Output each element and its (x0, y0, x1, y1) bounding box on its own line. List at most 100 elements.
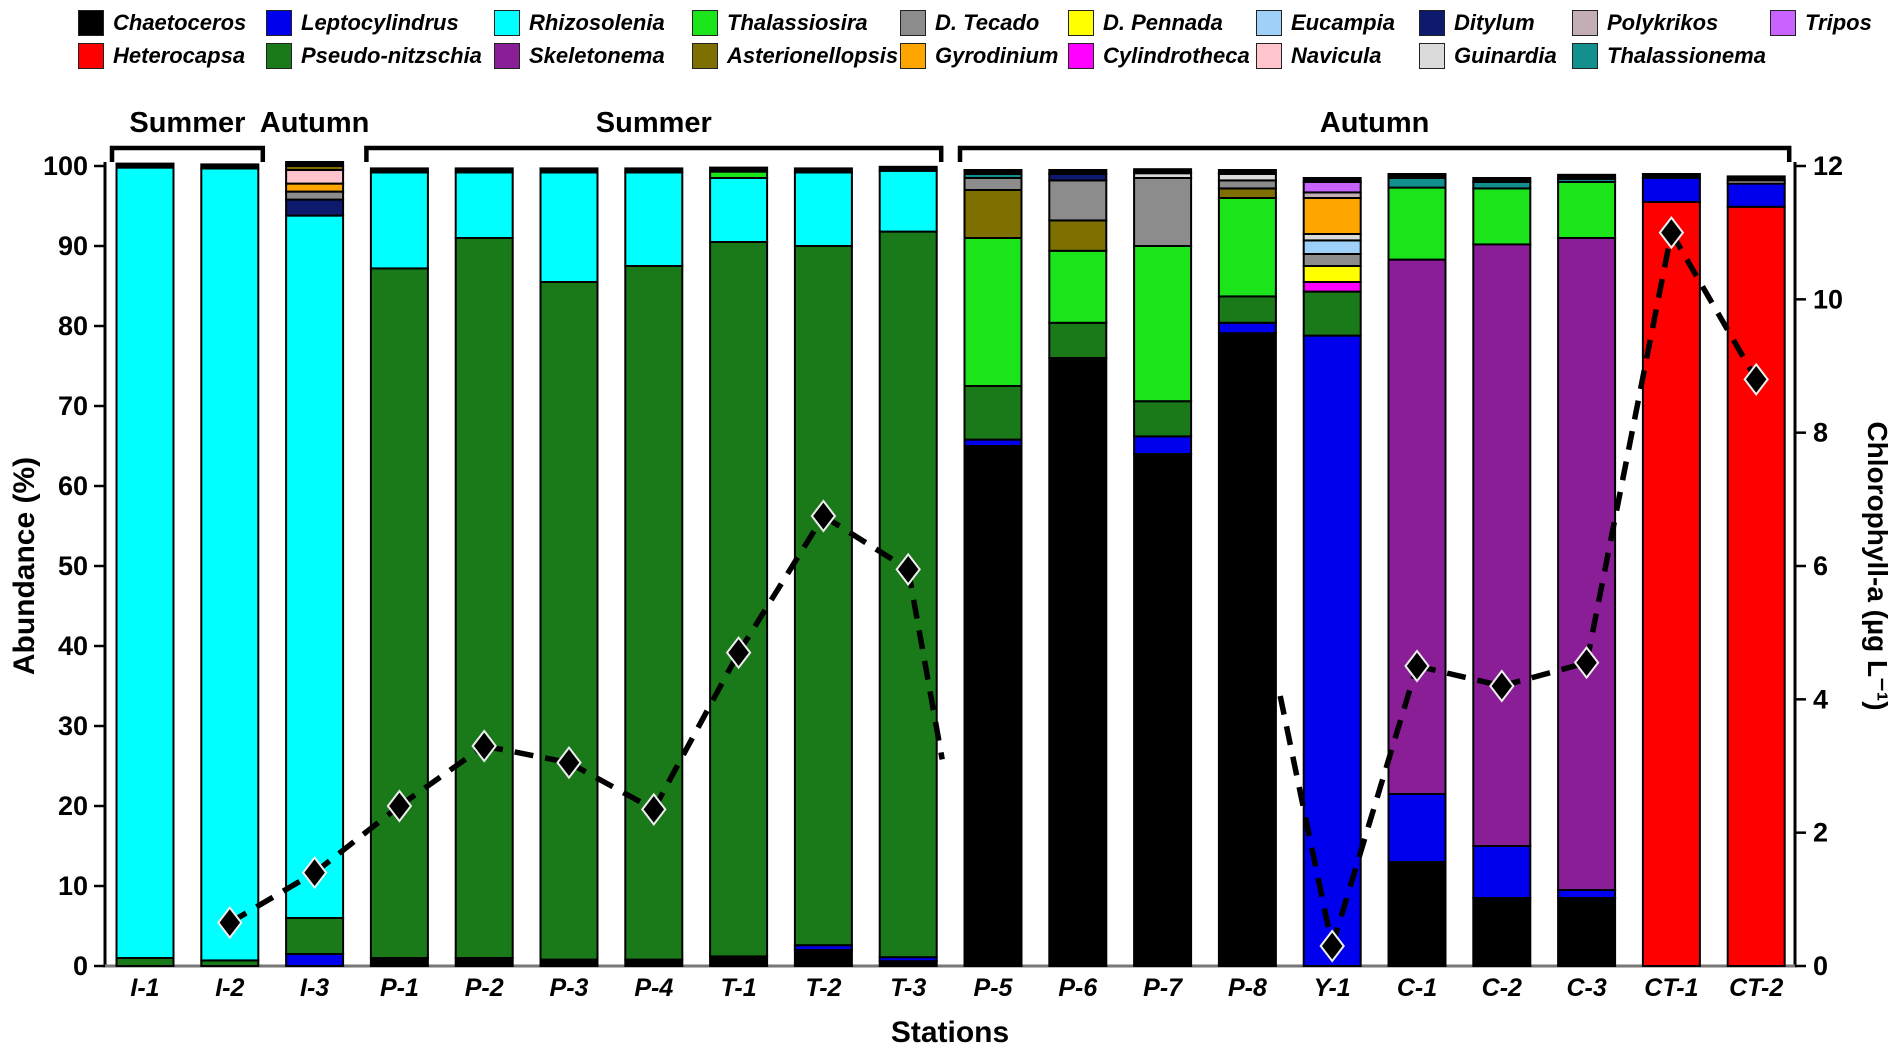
legend-label: Gyrodinium (935, 42, 1059, 68)
left-tick-label: 40 (58, 631, 88, 661)
season-bracket-autumn (957, 145, 1792, 162)
legend-swatch-d-tecado (900, 9, 926, 36)
legend-item-tripos: Tripos (1770, 9, 1872, 36)
bar-segment-t-2-rhizosolenia (793, 171, 853, 247)
chl-line-segment-i-2-i-3 (228, 870, 316, 926)
legend-swatch-chaetoceros (78, 9, 104, 36)
legend-item-d-pennada: D. Pennada (1068, 9, 1256, 36)
chl-diamond-marker-ct-1 (1658, 216, 1685, 250)
bar-segment-i-3-rhizosolenia (285, 214, 345, 920)
chl-line-stub-into-y-1 (1277, 695, 1335, 947)
station-label-i-3: I-3 (300, 974, 329, 1002)
bar-segment-i-3-leptocylindrus (285, 953, 345, 967)
legend-item-chaetoceros: Chaetoceros (78, 9, 266, 36)
bar-segment-t-1-chaetoceros (709, 955, 769, 968)
bar-top-cap-p-7 (1133, 168, 1193, 175)
legend-item-pseudo-nitzschia: Pseudo-nitzschia (266, 42, 494, 69)
bar-segment-p-5-d-tecado (963, 177, 1023, 191)
bar-segment-p-5-thalassiosira (963, 237, 1023, 387)
bar-segment-y-1-d-tecado (1302, 253, 1362, 267)
bar-top-cap-p-5 (963, 169, 1023, 175)
legend-label: Chaetoceros (113, 9, 247, 35)
bar-top-cap-c-1 (1387, 173, 1447, 179)
taxa-legend: Chaetoceros Leptocylindrus Rhizosolenia Tha… (78, 6, 1872, 72)
legend-swatch-cylindrotheca (1068, 42, 1094, 69)
bar-segment-p-6-thalassiosira (1048, 249, 1108, 324)
bar-top-cap-p-1 (369, 167, 429, 174)
legend-label: Thalassiosira (727, 9, 868, 35)
bar-segment-i-3-ditylum (285, 198, 345, 217)
station-label-p-8: P-8 (1228, 974, 1267, 1002)
chl-line-segment-t-1-t-2 (736, 514, 826, 655)
legend-item-gyrodinium: Gyrodinium (900, 42, 1068, 69)
left-tick-label: 10 (58, 871, 88, 901)
legend-label: Leptocylindrus (301, 9, 459, 35)
bar-segment-p-2-pseudo-nitzschia (454, 237, 514, 959)
bar-segment-p-3-rhizosolenia (539, 171, 599, 283)
season-label-autumn: Autumn (1320, 107, 1430, 139)
legend-item-d-tecado: D. Tecado (900, 9, 1068, 36)
bar-segment-y-1-tripos (1302, 181, 1362, 194)
season-bracket-summer (109, 145, 266, 162)
left-tick-label: 50 (58, 551, 88, 581)
legend-label: D. Pennada (1103, 9, 1223, 35)
legend-label: Navicula (1291, 42, 1382, 68)
bar-segment-c-3-chaetoceros (1557, 897, 1617, 967)
bar-segment-p-6-d-tecado (1048, 179, 1108, 222)
bar-segment-ct-2-heterocapsa (1726, 205, 1786, 968)
legend-item-guinardia: Guinardia (1419, 42, 1572, 69)
bar-segment-c-3-thalassiosira (1557, 181, 1617, 239)
left-tick-label: 30 (58, 711, 88, 741)
legend-swatch-ditylum (1419, 9, 1445, 36)
bar-top-cap-p-6 (1048, 169, 1108, 175)
legend-swatch-leptocylindrus (266, 9, 292, 36)
bar-segment-ct-1-leptocylindrus (1641, 177, 1701, 203)
chl-line-segment-p-2-p-3 (483, 743, 570, 766)
chl-diamond-marker-ct-2 (1743, 362, 1769, 396)
bar-segment-c-2-thalassiosira (1472, 187, 1532, 246)
bar-segment-p-5-pseudo-nitzschia (963, 385, 1023, 441)
season-bracket-summer (364, 145, 944, 162)
station-label-c-3: C-3 (1566, 974, 1606, 1002)
legend-item-thalassionema: Thalassionema (1572, 42, 1770, 69)
bar-segment-i-3-navicula (285, 169, 345, 185)
bar-top-cap-t-1 (709, 166, 769, 173)
bar-segment-p-8-pseudo-nitzschia (1217, 295, 1277, 324)
bar-segment-p-3-pseudo-nitzschia (539, 281, 599, 961)
legend-label: Asterionellopsis (727, 42, 899, 68)
legend-label: Ditylum (1454, 9, 1535, 35)
right-tick-label: 6 (1813, 551, 1828, 581)
bar-top-cap-p-2 (454, 167, 514, 174)
bar-segment-c-1-leptocylindrus (1387, 793, 1447, 863)
station-label-p-7: P-7 (1143, 974, 1183, 1002)
bar-segment-p-6-pseudo-nitzschia (1048, 321, 1108, 360)
station-label-t-2: T-2 (805, 974, 841, 1002)
bar-segment-p-5-chaetoceros (963, 445, 1023, 967)
legend-label: Cylindrotheca (1103, 42, 1250, 68)
bar-top-cap-ct-1 (1641, 173, 1701, 179)
legend-swatch-tripos (1770, 9, 1796, 36)
left-tick-label: 20 (58, 791, 88, 821)
season-label-autumn: Autumn (260, 107, 370, 139)
bar-top-cap-t-3 (878, 165, 938, 172)
bar-segment-p-7-d-tecado (1133, 177, 1193, 247)
chl-diamond-marker-c-2 (1489, 669, 1515, 703)
chl-line-segment-c-1-c-2 (1416, 663, 1503, 689)
chl-diamond-marker-i-3 (301, 856, 328, 890)
bar-segment-y-1-eucampia (1302, 239, 1362, 255)
bar-segment-i-3-pseudo-nitzschia (285, 917, 345, 955)
bar-segment-y-1-gyrodinium (1302, 197, 1362, 235)
bar-segment-c-1-thalassionema (1387, 177, 1447, 189)
legend-item-thalassiosira: Thalassiosira (692, 9, 900, 36)
station-label-p-6: P-6 (1058, 974, 1098, 1002)
legend-label: Tripos (1805, 9, 1872, 35)
chl-line-stub-after-t-3 (905, 568, 945, 760)
legend-swatch-navicula (1256, 42, 1282, 69)
bar-segment-p-2-chaetoceros (454, 957, 514, 967)
chl-diamond-marker-p-4 (641, 792, 667, 826)
left-tick-label: 70 (58, 391, 88, 421)
station-label-c-1: C-1 (1397, 974, 1437, 1002)
chl-line-segment-y-1-c-1 (1329, 665, 1420, 947)
right-tick-label: 10 (1813, 284, 1843, 314)
bar-segment-t-1-rhizosolenia (709, 177, 769, 243)
